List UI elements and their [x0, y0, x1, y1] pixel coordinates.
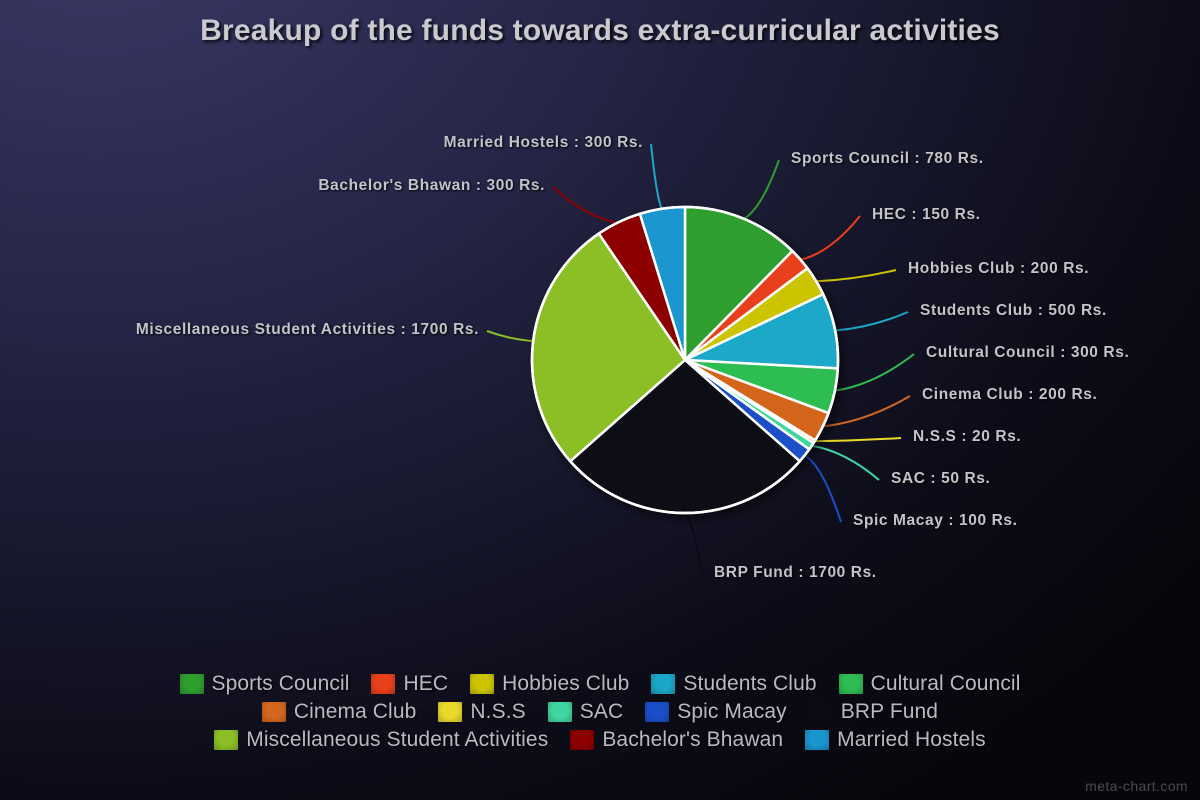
legend-item-label: N.S.S	[470, 700, 526, 723]
legend-swatch-icon	[838, 674, 863, 694]
callout-label-cinema-club: Cinema Club : 200 Rs.	[922, 386, 1098, 403]
legend-swatch-icon	[261, 702, 286, 722]
callout-label-students-club: Students Club : 500 Rs.	[920, 302, 1107, 319]
legend-swatch-icon	[179, 674, 204, 694]
legend-item[interactable]: Miscellaneous Student Activities	[214, 728, 548, 752]
legend-item-label: Hobbies Club	[502, 672, 630, 695]
legend-item[interactable]: Married Hostels	[805, 728, 986, 752]
legend-swatch-icon	[438, 702, 463, 722]
leader-line-spic-macay	[803, 453, 842, 523]
legend: Sports Council HEC Hobbies Club Students Cl…	[0, 672, 1200, 752]
legend-swatch-icon	[371, 674, 396, 694]
legend-item[interactable]: Cultural Council	[838, 672, 1021, 696]
watermark: meta-chart.com	[1085, 778, 1188, 794]
legend-item[interactable]: Bachelor's Bhawan	[570, 728, 783, 752]
leader-line-married-hostels	[650, 143, 664, 211]
leader-line-cultural-council	[833, 353, 915, 392]
pie-slices	[530, 205, 840, 515]
leader-line-sports-council	[742, 159, 780, 221]
legend-item-label: Bachelor's Bhawan	[602, 728, 784, 751]
legend-item[interactable]: Hobbies Club	[470, 672, 629, 696]
callout-label-sports-council: Sports Council : 780 Rs.	[791, 150, 984, 167]
legend-row: Cinema Club N.S.S SAC Spic Macay BRP Fund	[261, 700, 939, 724]
legend-item-label: Married Hostels	[837, 728, 986, 751]
legend-item[interactable]: HEC	[371, 672, 448, 696]
legend-swatch-icon	[214, 730, 239, 750]
legend-item[interactable]: SAC	[547, 700, 624, 724]
legend-item[interactable]: Cinema Club	[261, 700, 417, 724]
callout-label-misc-student-activities: Miscellaneous Student Activities : 1700 …	[135, 321, 479, 338]
legend-swatch-icon	[547, 702, 572, 722]
leader-line-nss	[813, 437, 902, 443]
legend-item-label: Sports Council	[211, 672, 350, 695]
legend-item-label: BRP Fund	[840, 700, 939, 723]
callout-label-hobbies-club: Hobbies Club : 200 Rs.	[908, 260, 1090, 277]
legend-item[interactable]: Students Club	[651, 672, 817, 696]
leader-line-brp-fund	[684, 511, 703, 575]
leader-line-misc-student-activities	[486, 330, 535, 343]
legend-item-label: Spic Macay	[677, 700, 787, 723]
callout-label-cultural-council: Cultural Council : 300 Rs.	[926, 344, 1130, 361]
page-title: Breakup of the funds towards extra-curri…	[200, 14, 1000, 47]
callout-label-married-hostels: Married Hostels : 300 Rs.	[443, 134, 643, 151]
legend-item[interactable]: Spic Macay	[645, 700, 787, 724]
leader-line-cinema-club	[821, 395, 911, 428]
leader-line-hec	[799, 215, 861, 261]
pie-outline-circle	[530, 205, 840, 515]
callout-label-sac: SAC : 50 Rs.	[891, 470, 991, 487]
leader-line-bachelors-bhawan	[552, 186, 620, 225]
leader-line-hobbies-club	[815, 269, 897, 283]
legend-item[interactable]: N.S.S	[438, 700, 526, 724]
callout-label-nss: N.S.S : 20 Rs.	[913, 428, 1022, 445]
legend-item-label: HEC	[403, 672, 449, 695]
callout-label-bachelors-bhawan: Bachelor's Bhawan : 300 Rs.	[318, 177, 545, 194]
callout-label-hec: HEC : 150 Rs.	[872, 206, 981, 223]
legend-swatch-icon	[570, 730, 595, 750]
legend-swatch-icon	[808, 702, 833, 722]
callout-label-brp-fund: BRP Fund : 1700 Rs.	[714, 564, 877, 581]
legend-item[interactable]: Sports Council	[179, 672, 350, 696]
legend-row: Miscellaneous Student Activities Bachelor…	[214, 728, 986, 752]
legend-swatch-icon	[805, 730, 830, 750]
leader-line-students-club	[834, 311, 909, 332]
legend-item-label: Cultural Council	[870, 672, 1021, 695]
legend-row: Sports Council HEC Hobbies Club Students Cl…	[179, 672, 1021, 696]
leader-lines	[486, 143, 915, 575]
leader-line-sac	[810, 444, 880, 481]
legend-item-label: Miscellaneous Student Activities	[246, 728, 549, 751]
callout-label-spic-macay: Spic Macay : 100 Rs.	[853, 512, 1018, 529]
legend-item-label: Cinema Club	[293, 700, 417, 723]
legend-item-label: Students Club	[683, 672, 817, 695]
legend-swatch-icon	[651, 674, 676, 694]
legend-item-label: SAC	[579, 700, 624, 723]
legend-swatch-icon	[470, 674, 495, 694]
legend-swatch-icon	[645, 702, 670, 722]
legend-item[interactable]: BRP Fund	[808, 700, 939, 724]
